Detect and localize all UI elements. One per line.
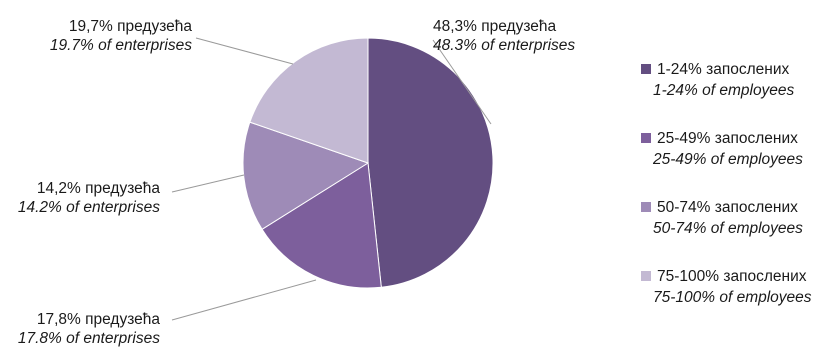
data-label-4: 19,7% предузећа [69,18,193,35]
leader-line-4 [196,38,293,64]
legend-swatch-4 [641,271,651,281]
data-label-en-4: 19.7% of enterprises [50,37,192,54]
legend-label-3: 50-74% запослених [657,199,798,216]
legend-label-1: 1-24% запослених [657,61,789,78]
legend-label-4: 75-100% запослених [657,268,807,285]
legend-label-en-1: 1-24% of employees [653,82,795,99]
data-label-3: 14,2% предузећа [37,180,161,197]
leader-line-2 [172,280,316,320]
legend-label-en-2: 25-49% of employees [652,151,803,168]
data-label-en-2: 17.8% of enterprises [18,330,160,347]
legend-label-2: 25-49% запослених [657,130,798,147]
data-label-en-3: 14.2% of enterprises [18,199,160,216]
leader-line-3 [172,175,244,192]
pie-slice-1 [368,38,493,287]
legend: 1-24% запослених 1-24% of employees 25-49%… [641,61,812,306]
legend-swatch-1 [641,64,651,74]
legend-swatch-3 [641,202,651,212]
data-label-en-1: 48.3% of enterprises [433,37,575,54]
data-label-2: 17,8% предузећа [37,311,161,328]
legend-label-en-4: 75-100% of employees [653,289,812,306]
legend-label-en-3: 50-74% of employees [653,220,803,237]
legend-swatch-2 [641,133,651,143]
data-label-1: 48,3% предузећа [433,18,557,35]
pie-slices [243,38,493,288]
